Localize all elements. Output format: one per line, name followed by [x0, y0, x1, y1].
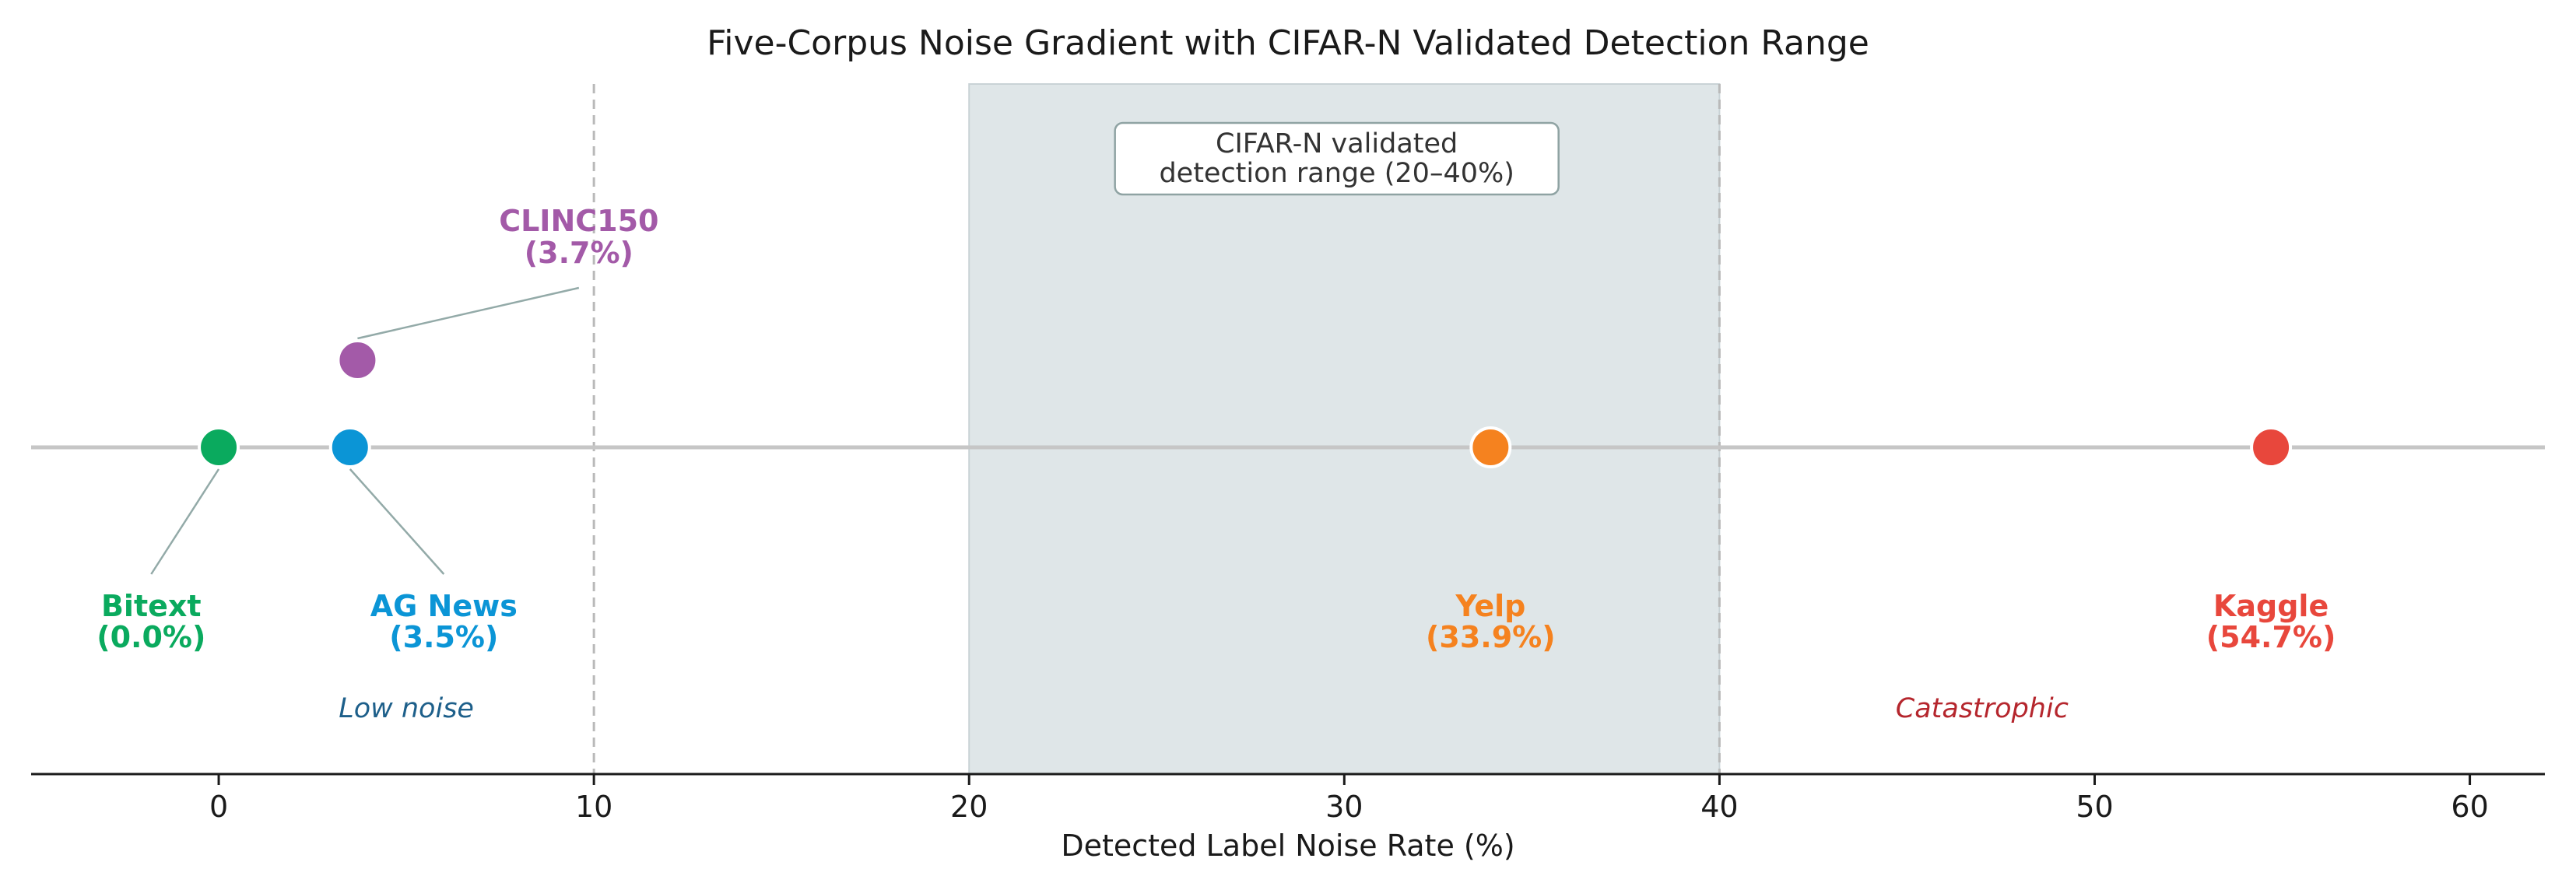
leader-line-clinc150 [357, 286, 580, 340]
x-tick-label-50: 50 [2076, 790, 2113, 824]
x-tick-label-40: 40 [1700, 790, 1738, 824]
leader-line-ag-news [349, 468, 445, 575]
point-label-yelp: Yelp [1455, 589, 1525, 623]
leader-line-bitext [150, 468, 220, 575]
zone-label-catastrophic: Catastrophic [1896, 693, 2069, 724]
point-bitext [198, 426, 240, 468]
chart-title: Five-Corpus Noise Gradient with CIFAR-N … [707, 23, 1869, 63]
detection-range-label-line-2: detection range (20–40%) [1159, 158, 1514, 189]
point-kaggle [2250, 426, 2293, 468]
point-label-ag-news: AG News [370, 589, 518, 623]
point-yelp [1469, 426, 1512, 468]
point-value-ag-news: (3.5%) [389, 620, 498, 654]
x-tick-label-30: 30 [1325, 790, 1363, 824]
detection-range-label-line-1: CIFAR-N validated [1216, 128, 1458, 159]
x-tick-label-60: 60 [2451, 790, 2488, 824]
point-value-kaggle: (54.7%) [2206, 620, 2336, 654]
point-value-bitext: (0.0%) [97, 620, 205, 654]
x-tick-label-0: 0 [209, 790, 228, 824]
x-tick-label-10: 10 [575, 790, 612, 824]
point-label-bitext: Bitext [101, 589, 202, 623]
point-clinc150 [336, 339, 379, 381]
detection-range-box [1114, 121, 1560, 196]
point-value-yelp: (33.9%) [1426, 620, 1556, 654]
shaded-detection-range [968, 83, 1721, 775]
plot-area: 0 10 20 30 40 50 60 CIFAR-N validateddetection … [31, 83, 2545, 824]
x-axis-label: Detected Label Noise Rate (%) [1061, 829, 1514, 863]
point-label-kaggle: Kaggle [2213, 589, 2329, 623]
zone-label-low-noise: Low noise [339, 693, 474, 724]
point-value-clinc150: (3.7%) [525, 236, 633, 270]
x-tick-label-20: 20 [950, 790, 988, 824]
point-ag-news [328, 426, 371, 468]
point-label-clinc150: CLINC150 [499, 204, 658, 238]
